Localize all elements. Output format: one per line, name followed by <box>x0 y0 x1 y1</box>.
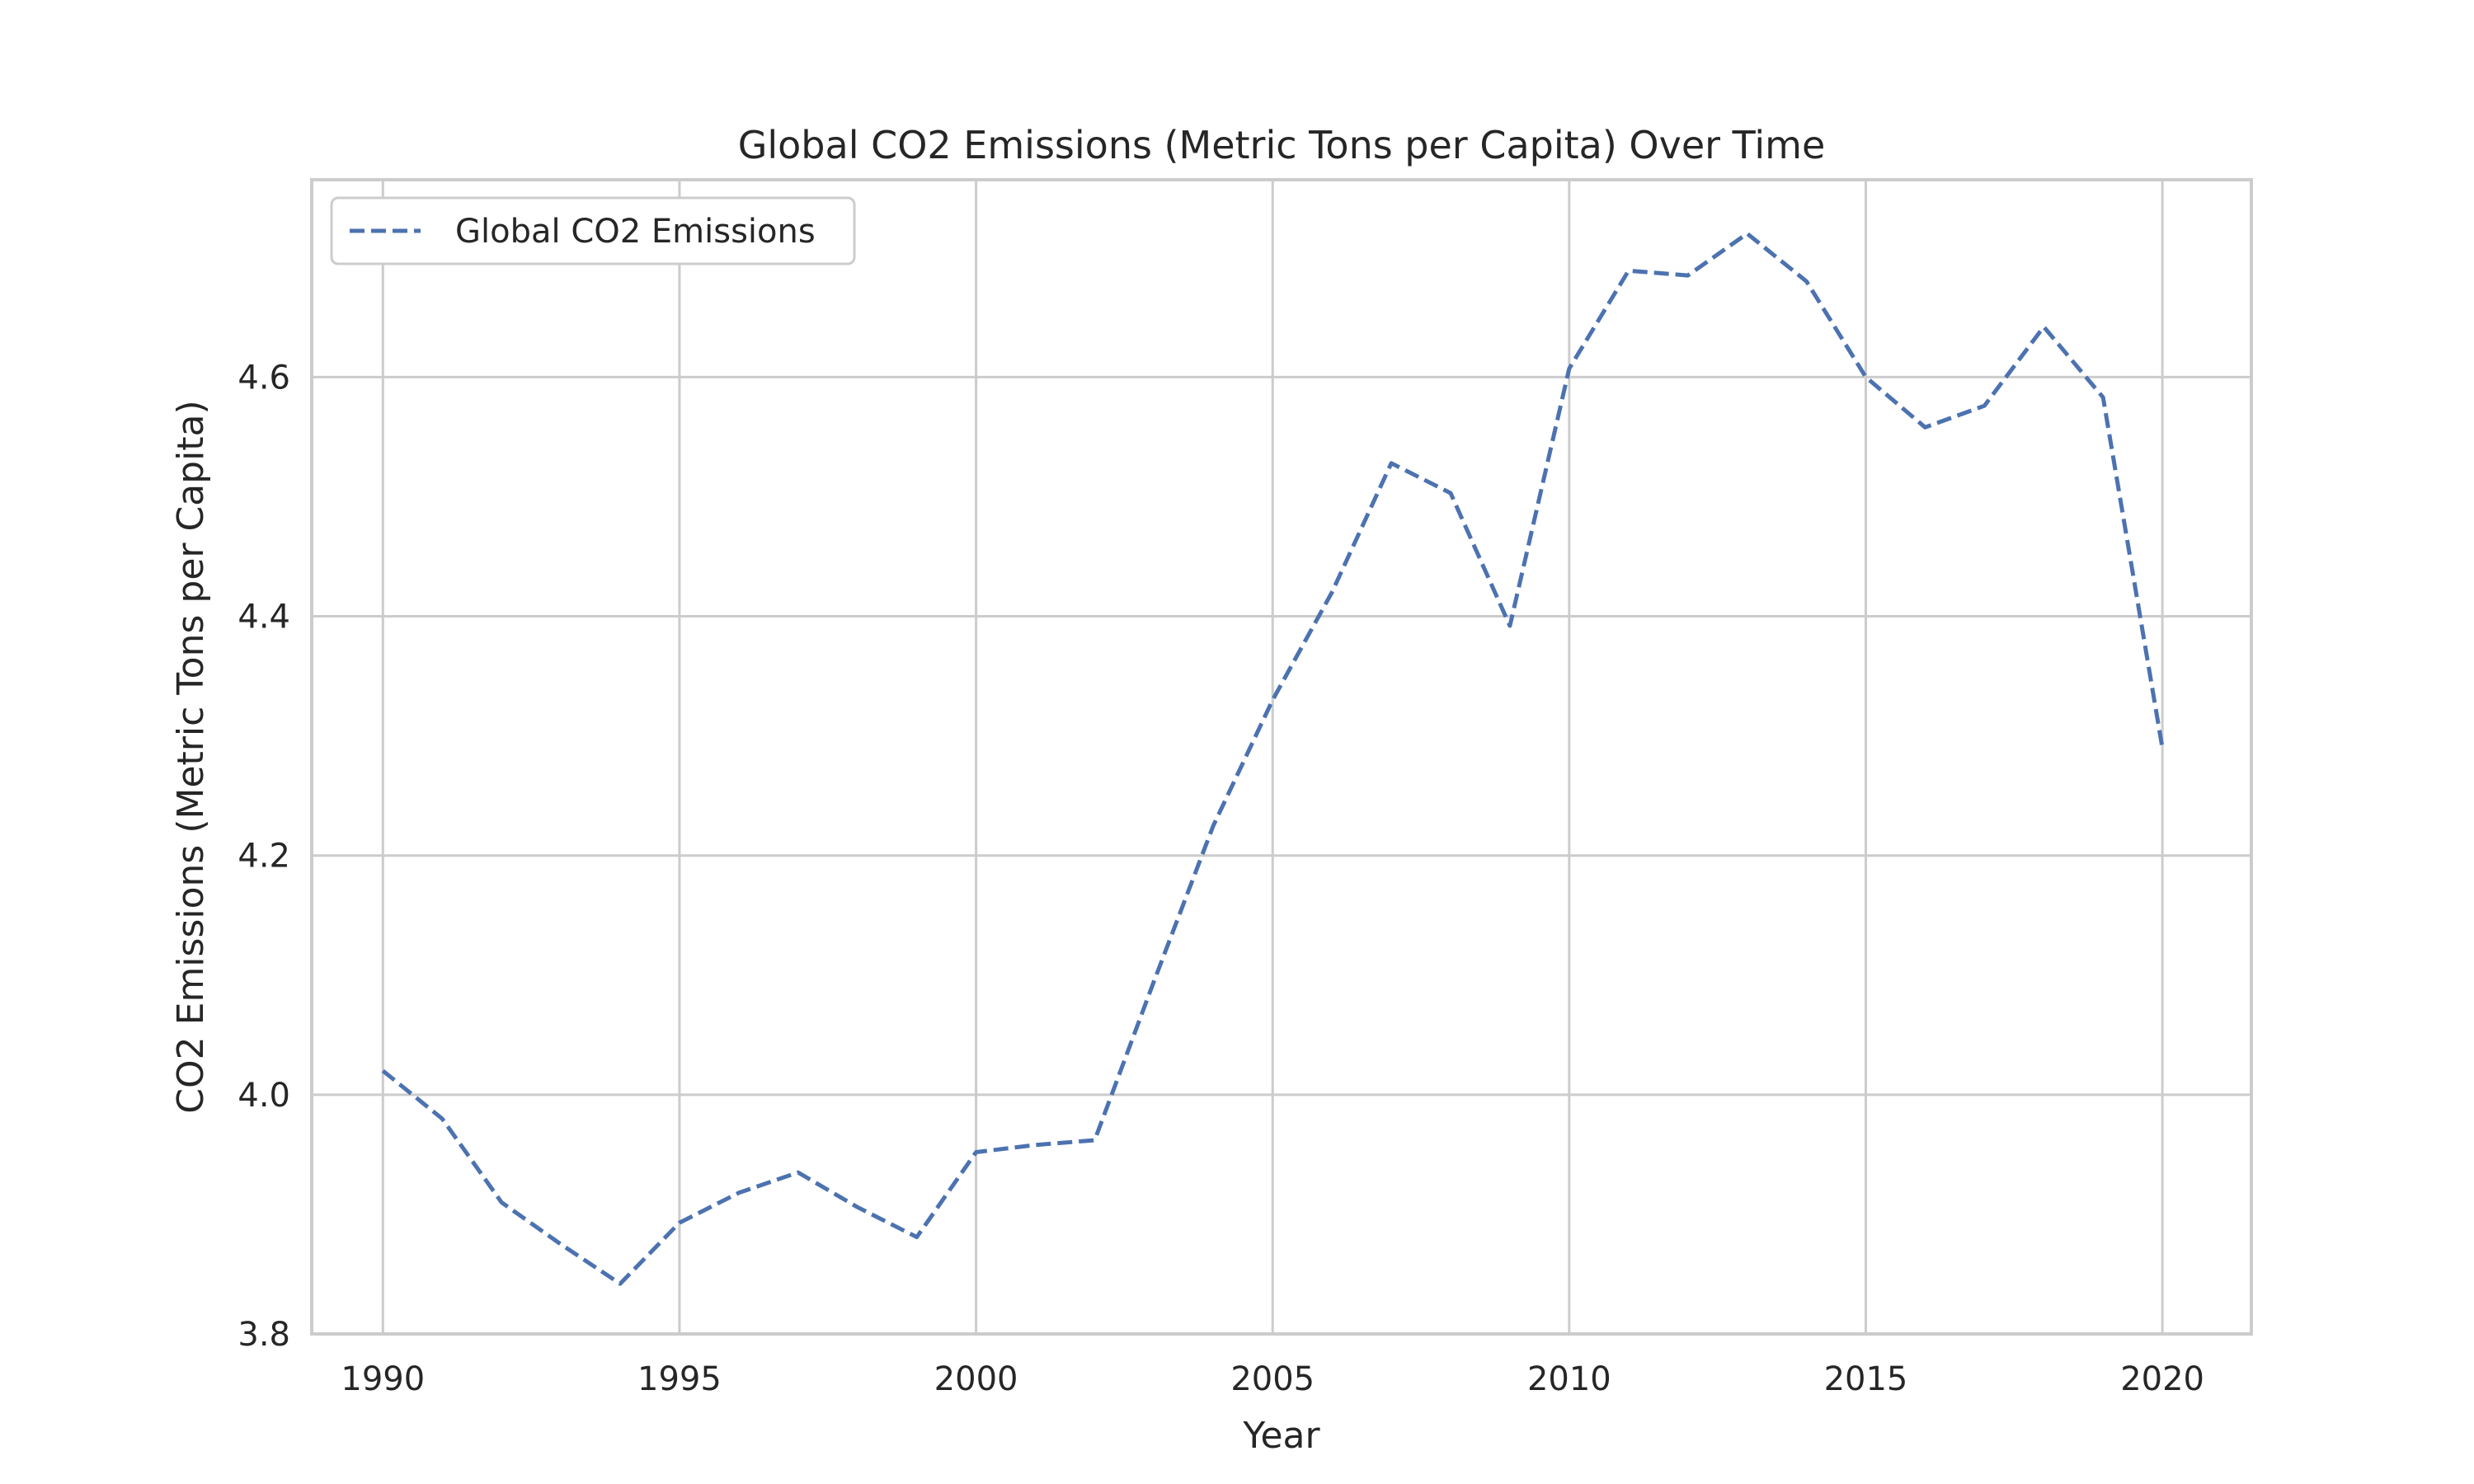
x-tick-label: 1990 <box>341 1360 425 1398</box>
y-tick-label: 3.8 <box>238 1316 290 1354</box>
legend-box <box>330 196 856 265</box>
x-tick-label: 2005 <box>1230 1360 1315 1398</box>
x-tick-label: 2010 <box>1527 1360 1611 1398</box>
legend-entry-label: Global CO2 Emissions <box>455 213 816 251</box>
y-tick-label: 4.2 <box>238 838 290 876</box>
y-tick-label: 4.6 <box>238 359 290 397</box>
plot-frame <box>310 178 2253 1336</box>
y-tick-label: 4.0 <box>238 1077 290 1115</box>
tick-layer: 1990 1995 2000 2005 2010 2015 2020 3.8 4.0 4.2 4.4… <box>238 359 2204 1398</box>
chart-title: Global CO2 Emissions (Metric Tons per Ca… <box>738 123 1826 167</box>
series-line-global-co2-emissions <box>381 231 2165 1286</box>
legend: Global CO2 Emissions <box>330 196 856 265</box>
y-axis-label: CO2 Emissions (Metric Tons per Capita) <box>170 400 212 1113</box>
x-tick-label: 2000 <box>934 1360 1018 1398</box>
x-axis-label: Year <box>1242 1415 1320 1457</box>
x-tick-label: 2020 <box>2120 1360 2204 1398</box>
y-tick-label: 4.4 <box>238 599 290 636</box>
grid-layer <box>312 180 2251 1336</box>
x-tick-label: 1995 <box>637 1360 722 1398</box>
x-tick-label: 2015 <box>1824 1360 1908 1398</box>
